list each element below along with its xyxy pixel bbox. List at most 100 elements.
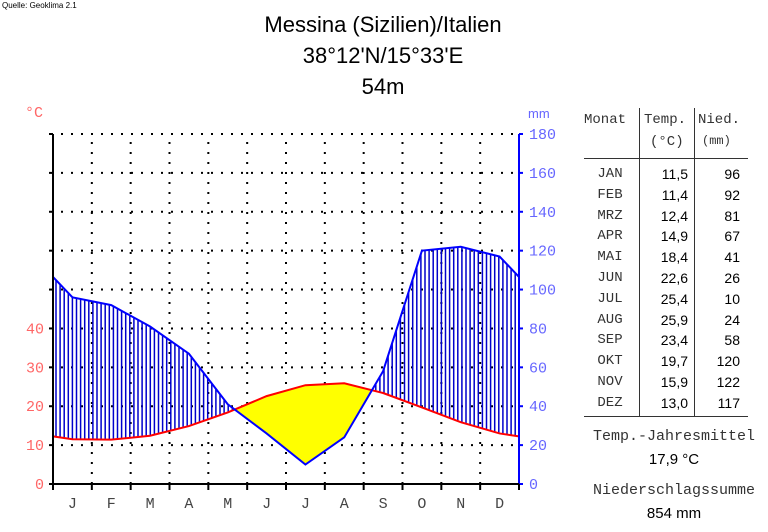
arid-area: [285, 390, 287, 449]
row-temp: 14,9: [660, 228, 688, 245]
arid-area: [353, 385, 355, 422]
table-row: JUN 22,6 26: [580, 270, 768, 291]
row-temp: 22,6: [660, 270, 688, 286]
arid-area: [293, 388, 295, 456]
arid-area: [337, 383, 339, 443]
arid-area: [284, 391, 286, 448]
row-temp: 15,9: [660, 374, 688, 390]
arid-area: [261, 398, 263, 430]
mean-temp-label: Temp.-Jahresmittel: [592, 428, 756, 445]
arid-area: [252, 402, 254, 423]
arid-area: [313, 384, 315, 459]
arid-area: [349, 384, 351, 429]
arid-area: [290, 389, 292, 453]
row-month: DEZ: [597, 394, 623, 411]
arid-area: [316, 384, 318, 457]
arid-area: [254, 401, 256, 425]
arid-area: [295, 388, 297, 457]
row-precip: 58: [724, 332, 740, 349]
arid-area: [301, 386, 303, 462]
arid-area: [344, 383, 346, 437]
arid-area: [296, 387, 298, 458]
arid-area: [348, 384, 350, 431]
table-row: AUG 25,9 24: [580, 312, 768, 333]
arid-area: [279, 392, 281, 444]
arid-area: [351, 385, 353, 425]
arid-area: [368, 389, 370, 397]
row-precip: 92: [724, 186, 740, 203]
header-precip: Nied.: [698, 112, 741, 128]
arid-area: [331, 383, 333, 447]
arid-area: [311, 384, 313, 461]
precip-tick-label: 120: [529, 244, 556, 261]
row-temp: 12,4: [660, 207, 688, 224]
arid-area: [251, 402, 253, 423]
month-label: F: [107, 496, 116, 513]
precip-tick-label: 20: [529, 438, 547, 455]
arid-area: [263, 397, 265, 432]
table-row: SEP 23,4 58: [580, 332, 768, 353]
arid-area: [355, 386, 357, 419]
header-temp: Temp.: [644, 112, 687, 128]
month-label: N: [456, 496, 465, 513]
header-month: Monat: [584, 112, 627, 128]
row-temp: 11,5: [661, 166, 688, 182]
arid-area: [275, 393, 277, 441]
arid-area: [323, 384, 325, 452]
row-precip: 120: [716, 353, 740, 370]
arid-area: [265, 396, 267, 433]
arid-area: [274, 393, 276, 440]
arid-area: [269, 395, 271, 436]
arid-area: [346, 383, 348, 434]
column-divider: [639, 108, 640, 416]
arid-area: [312, 384, 314, 460]
arid-area: [258, 399, 260, 428]
arid-area: [366, 388, 368, 400]
precip-tick-label: 40: [529, 399, 547, 416]
table-row: FEB 11,4 92: [580, 187, 768, 208]
arid-area: [320, 384, 322, 454]
row-temp: 11,4: [661, 186, 688, 203]
header-temp-unit: (°C): [650, 134, 684, 150]
row-precip: 10: [724, 290, 740, 307]
row-month: MRZ: [597, 207, 623, 224]
temperature-line: [52, 382, 520, 441]
row-precip: 67: [724, 228, 740, 245]
row-month: JUN: [597, 270, 623, 286]
mean-temp-value: 17,9 °C: [648, 451, 700, 468]
arid-area: [243, 405, 245, 417]
arid-area: [247, 404, 249, 420]
arid-area: [362, 387, 364, 407]
arid-area: [260, 398, 262, 429]
row-precip: 24: [724, 311, 740, 328]
arid-area: [361, 387, 363, 408]
row-precip: 81: [724, 207, 740, 224]
row-temp: 25,4: [660, 290, 688, 307]
arid-area: [339, 383, 341, 441]
arid-area: [299, 386, 301, 460]
arid-area: [270, 395, 272, 437]
arid-area: [298, 387, 300, 460]
month-label: J: [301, 496, 310, 513]
row-month: OKT: [597, 353, 623, 370]
arid-area: [340, 383, 342, 440]
precip-tick-label: 140: [529, 205, 556, 222]
source-label: Quelle: Geoklima 2.1: [2, 1, 77, 10]
arid-area: [306, 385, 308, 464]
arid-area: [308, 385, 310, 463]
month-label: O: [417, 496, 426, 513]
arid-area: [268, 395, 270, 435]
row-temp: 19,7: [660, 353, 688, 370]
row-precip: 41: [724, 249, 740, 266]
arid-area: [256, 400, 258, 426]
header-precip-unit: (mm): [702, 134, 731, 148]
temp-tick-label: 40: [26, 321, 44, 338]
arid-area: [250, 402, 252, 422]
temp-tick-label: 0: [35, 477, 44, 494]
arid-area: [338, 383, 340, 442]
row-month: NOV: [597, 374, 623, 390]
month-label: S: [379, 496, 388, 513]
arid-area: [307, 385, 309, 464]
arid-area: [356, 386, 358, 417]
precip-sum-label: Niederschlagssumme: [592, 482, 756, 499]
